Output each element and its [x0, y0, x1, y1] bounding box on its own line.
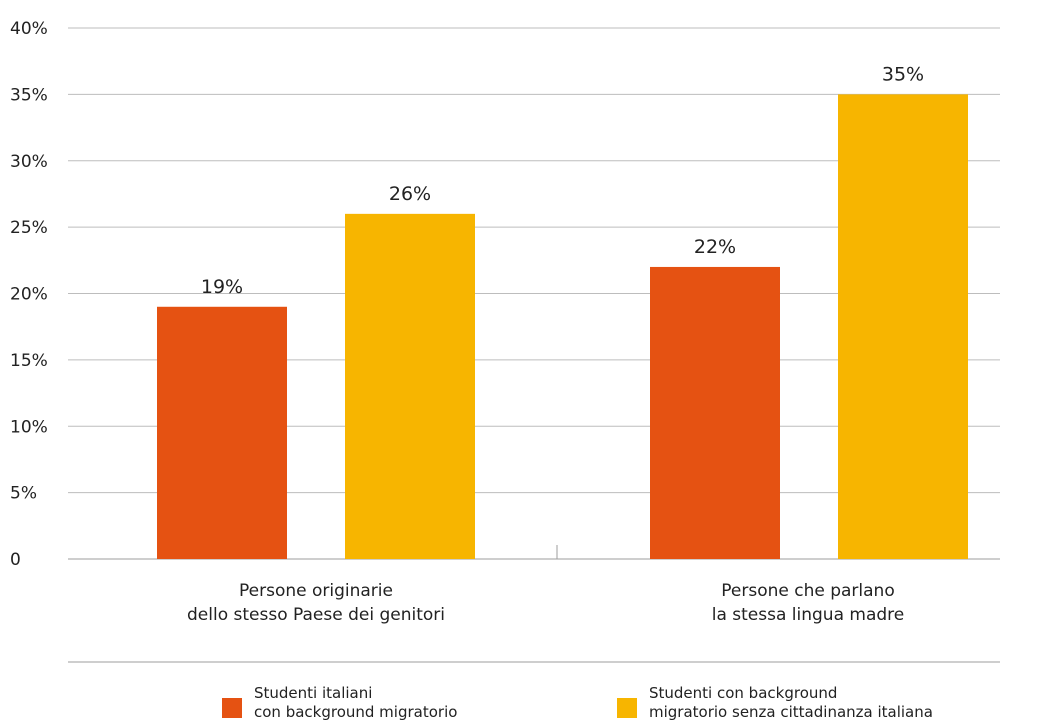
data-label-series-1-2: 22%	[694, 236, 736, 258]
bar-series-2-2	[838, 94, 968, 559]
y-tick-label: 40%	[10, 19, 48, 39]
y-tick-label: 20%	[10, 285, 48, 305]
y-tick-label: 0	[10, 550, 21, 570]
y-tick-label: 15%	[10, 351, 48, 371]
category-label-2-line-1: Persone che parlano	[721, 581, 895, 601]
bar-series-2-1	[345, 213, 475, 559]
category-label-1-line-1: Persone originarie	[239, 581, 393, 601]
y-tick-label: 35%	[10, 85, 48, 105]
y-tick-label: 30%	[10, 152, 48, 172]
y-tick-label: 25%	[10, 218, 48, 238]
data-label-series-2-1: 26%	[389, 183, 431, 205]
data-label-series-2-2: 35%	[882, 63, 924, 85]
data-label-series-1-1: 19%	[201, 276, 243, 298]
bar-series-1-2	[650, 266, 780, 559]
y-tick-label: 5%	[10, 484, 37, 504]
y-tick-label: 10%	[10, 417, 48, 437]
category-label-2-line-2: la stessa lingua madre	[712, 605, 905, 625]
bar-series-1-1	[157, 306, 287, 559]
category-label-1-line-2: dello stesso Paese dei genitori	[187, 605, 445, 625]
